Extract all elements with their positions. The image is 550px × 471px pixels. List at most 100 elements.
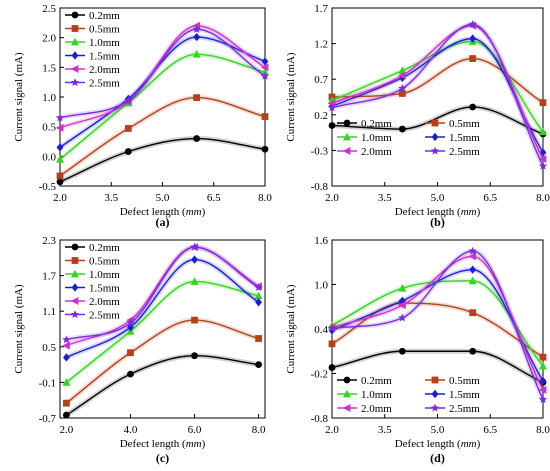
y-tick-label: 0.4 xyxy=(314,324,328,336)
data-point xyxy=(539,127,547,136)
x-axis-label-unit: mm xyxy=(186,438,202,450)
y-tick-label: 1.5 xyxy=(42,62,56,74)
x-tick-label: 3.5 xyxy=(378,424,392,436)
series-line xyxy=(331,250,544,400)
series-2.5mm xyxy=(62,242,263,344)
data-point xyxy=(124,96,133,105)
legend-item: 0.2mm xyxy=(65,10,120,22)
legend-item: 0.2mm xyxy=(337,118,392,130)
x-tick-label: 2.0 xyxy=(325,424,339,436)
legend-item: 2.0mm xyxy=(337,403,392,415)
y-tick-label: -0.2 xyxy=(311,369,328,381)
series-line xyxy=(66,246,259,341)
data-point xyxy=(56,178,64,186)
data-point xyxy=(538,154,547,163)
data-point xyxy=(469,55,477,62)
series-0.5mm xyxy=(328,299,547,361)
data-point xyxy=(468,276,477,285)
y-tick-label: 0.5 xyxy=(42,122,56,134)
x-axis-label: Defect length (mm) xyxy=(120,438,206,450)
data-point xyxy=(62,378,71,386)
x-tick-label: 6.5 xyxy=(207,192,221,204)
series-0.5mm xyxy=(63,316,262,407)
data-point xyxy=(255,361,262,368)
series-line xyxy=(59,137,266,183)
data-point xyxy=(328,326,336,335)
x-tick-label: 6.0 xyxy=(188,424,202,436)
legend-label: 0.2mm xyxy=(89,10,120,22)
legend-label: 0.2mm xyxy=(89,242,120,254)
x-axis-label-text: Defect length ( xyxy=(120,206,186,218)
y-tick-label: 1.0 xyxy=(314,280,328,292)
legend-item: 2.5mm xyxy=(65,310,120,322)
legend-marker xyxy=(71,283,79,292)
data-point xyxy=(328,340,336,348)
series-line xyxy=(59,25,266,129)
legend-item: 2.0mm xyxy=(65,64,120,76)
legend-item: 0.5mm xyxy=(65,24,120,36)
legend-marker xyxy=(342,147,351,155)
data-point xyxy=(124,148,132,155)
legend-label: 1.0mm xyxy=(89,37,120,49)
y-tick-label: 2.0 xyxy=(42,33,56,45)
legend-item: 0.5mm xyxy=(65,256,120,268)
y-tick-label: -0.3 xyxy=(311,145,329,157)
legend-item: 2.5mm xyxy=(65,78,120,90)
data-point xyxy=(398,90,406,97)
y-tick-label: 1.0 xyxy=(42,92,56,104)
legend-marker xyxy=(71,51,79,60)
series-glow xyxy=(58,136,266,185)
y-tick-label: 1.7 xyxy=(314,3,328,15)
legend-marker xyxy=(71,243,79,251)
series-line xyxy=(331,302,544,358)
data-point xyxy=(468,252,477,261)
y-tick-label: 1.7 xyxy=(42,271,56,283)
x-tick-label: 4.0 xyxy=(124,424,138,436)
x-tick-label: 8.0 xyxy=(252,424,266,436)
series-line xyxy=(59,28,266,119)
legend-label: 0.5mm xyxy=(89,24,120,36)
legend-item: 1.0mm xyxy=(65,37,120,49)
x-axis-label: Defect length (mm) xyxy=(120,206,206,218)
data-point xyxy=(469,309,477,317)
y-tick-label: 0.0 xyxy=(42,151,56,163)
legend-label: 2.5mm xyxy=(89,310,120,322)
legend-item: 1.5mm xyxy=(425,389,480,401)
y-tick-label: 0.7 xyxy=(314,74,328,86)
series-0.5mm xyxy=(56,94,269,180)
data-point xyxy=(261,145,269,153)
data-point xyxy=(126,318,135,327)
legend-marker xyxy=(431,132,439,142)
data-point xyxy=(328,122,336,129)
data-point xyxy=(468,19,477,28)
y-tick-label: -0.8 xyxy=(311,181,329,193)
y-tick-label: -0.7 xyxy=(39,413,57,425)
data-point xyxy=(398,284,407,292)
data-point xyxy=(469,34,477,43)
legend-label: 2.0mm xyxy=(361,146,392,158)
legend-marker xyxy=(70,78,80,87)
legend-marker xyxy=(431,389,439,399)
series-line xyxy=(331,106,544,135)
series-line xyxy=(65,319,259,404)
legend-item: 0.5mm xyxy=(425,118,480,130)
series-2.5mm xyxy=(55,24,270,122)
data-point xyxy=(539,99,547,107)
legend-label: 2.0mm xyxy=(89,64,120,76)
data-point xyxy=(327,323,337,332)
x-tick-label: 6.5 xyxy=(483,424,497,436)
x-axis-label: Defect length (mm) xyxy=(395,206,481,218)
y-tick-label: 2.3 xyxy=(42,235,56,247)
plot-frame xyxy=(59,239,266,419)
data-point xyxy=(190,277,199,285)
series-line xyxy=(331,57,544,104)
series-2.0mm xyxy=(327,21,547,163)
legend-marker xyxy=(342,404,351,412)
series-0.5mm xyxy=(328,55,547,107)
y-axis-label: Current signal (mA) xyxy=(285,284,297,374)
legend-marker xyxy=(343,132,351,141)
data-point xyxy=(63,399,70,407)
